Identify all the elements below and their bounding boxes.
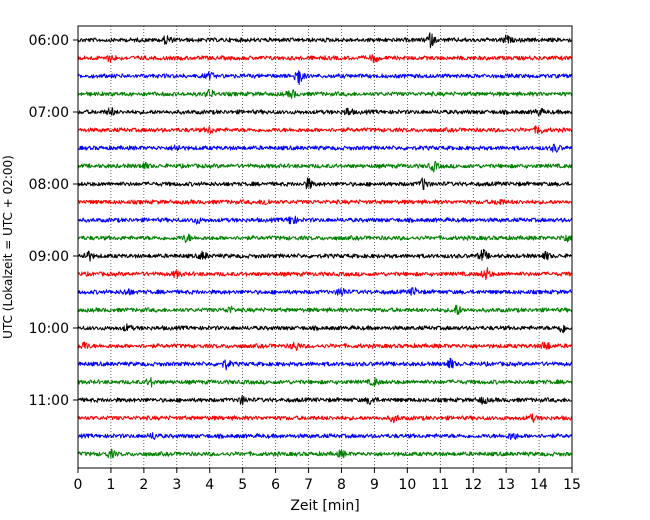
trace-0745 bbox=[77, 160, 573, 173]
x-tick-label: 2 bbox=[139, 477, 148, 493]
trace-1145 bbox=[77, 448, 573, 459]
trace-1130 bbox=[77, 432, 573, 440]
x-tick-label: 0 bbox=[74, 477, 83, 493]
trace-0900 bbox=[77, 248, 573, 262]
trace-0945 bbox=[77, 304, 573, 315]
trace-0645 bbox=[77, 88, 573, 99]
y-axis-label: UTC (Lokalzeit = UTC + 02:00) bbox=[1, 155, 15, 339]
y-tick-label: 07:00 bbox=[29, 105, 69, 121]
plot-background bbox=[78, 26, 572, 468]
trace-0615 bbox=[77, 54, 573, 64]
y-tick-label: 09:00 bbox=[29, 249, 69, 265]
x-axis-ticks: 0 1 2 3 4 5 6 7 8 9 10 11 12 13 14 15 bbox=[74, 468, 581, 493]
y-tick-label: 08:00 bbox=[29, 177, 69, 193]
x-tick-label: 3 bbox=[172, 477, 181, 493]
x-tick-label: 15 bbox=[563, 477, 581, 493]
x-tick-label: 5 bbox=[238, 477, 247, 493]
trace-0830 bbox=[77, 215, 573, 225]
x-tick-label: 13 bbox=[497, 477, 515, 493]
plot-frame bbox=[77, 25, 573, 469]
x-tick-label: 10 bbox=[398, 477, 416, 493]
trace-1015 bbox=[77, 341, 573, 351]
x-tick-label: 12 bbox=[464, 477, 482, 493]
x-tick-label: 14 bbox=[530, 477, 548, 493]
x-tick-label: 7 bbox=[304, 477, 313, 493]
x-axis-label: Zeit [min] bbox=[290, 498, 359, 514]
trace-0730 bbox=[77, 143, 573, 153]
y-tick-label: 11:00 bbox=[29, 393, 69, 409]
x-tick-label: 9 bbox=[370, 477, 379, 493]
x-tick-label: 11 bbox=[431, 477, 449, 493]
trace-1100 bbox=[77, 395, 573, 406]
trace-0915 bbox=[77, 267, 573, 281]
y-axis-ticks: 06:00 07:00 08:00 09:00 10:00 11:00 bbox=[29, 33, 78, 409]
trace-0800 bbox=[77, 177, 573, 191]
trace-0630 bbox=[77, 70, 573, 86]
trace-1000 bbox=[77, 323, 573, 334]
y-tick-label: 06:00 bbox=[29, 33, 69, 49]
y-tick-label: 10:00 bbox=[29, 321, 69, 337]
trace-0845 bbox=[77, 233, 573, 244]
x-tick-label: 8 bbox=[337, 477, 346, 493]
trace-group bbox=[77, 32, 573, 459]
x-tick-label: 1 bbox=[106, 477, 115, 493]
trace-0600 bbox=[77, 32, 573, 49]
trace-1115 bbox=[77, 413, 573, 424]
trace-0815 bbox=[77, 198, 573, 206]
trace-1030 bbox=[77, 357, 573, 371]
trace-0700 bbox=[77, 107, 573, 117]
trace-1045 bbox=[77, 377, 573, 388]
x-tick-label: 4 bbox=[205, 477, 214, 493]
trace-0930 bbox=[77, 287, 573, 297]
trace-0715 bbox=[77, 125, 573, 135]
x-tick-label: 6 bbox=[271, 477, 280, 493]
